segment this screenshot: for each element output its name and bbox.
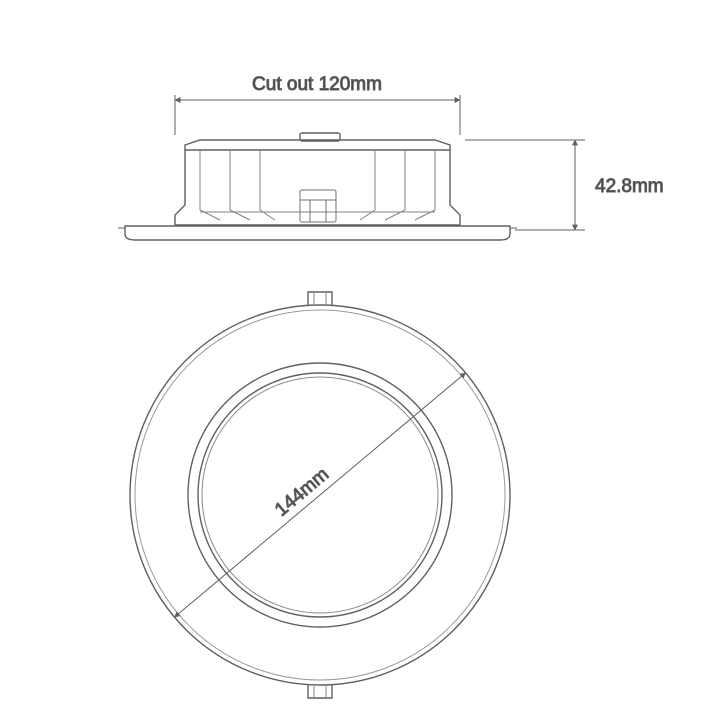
dim-height: 42.8mm [465,140,664,230]
dimensional-drawing: Cut out 120mm [0,0,720,720]
clip-top [308,292,332,306]
clip-bottom [308,684,332,698]
dim-cutout-width: Cut out 120mm [175,74,460,135]
cutout-label: Cut out 120mm [252,74,382,95]
front-view: 144mm [130,292,510,698]
fixture-body [118,133,517,240]
dim-diameter: 144mm [175,373,466,617]
side-elevation: Cut out 120mm [118,74,664,240]
height-label: 42.8mm [595,176,664,197]
